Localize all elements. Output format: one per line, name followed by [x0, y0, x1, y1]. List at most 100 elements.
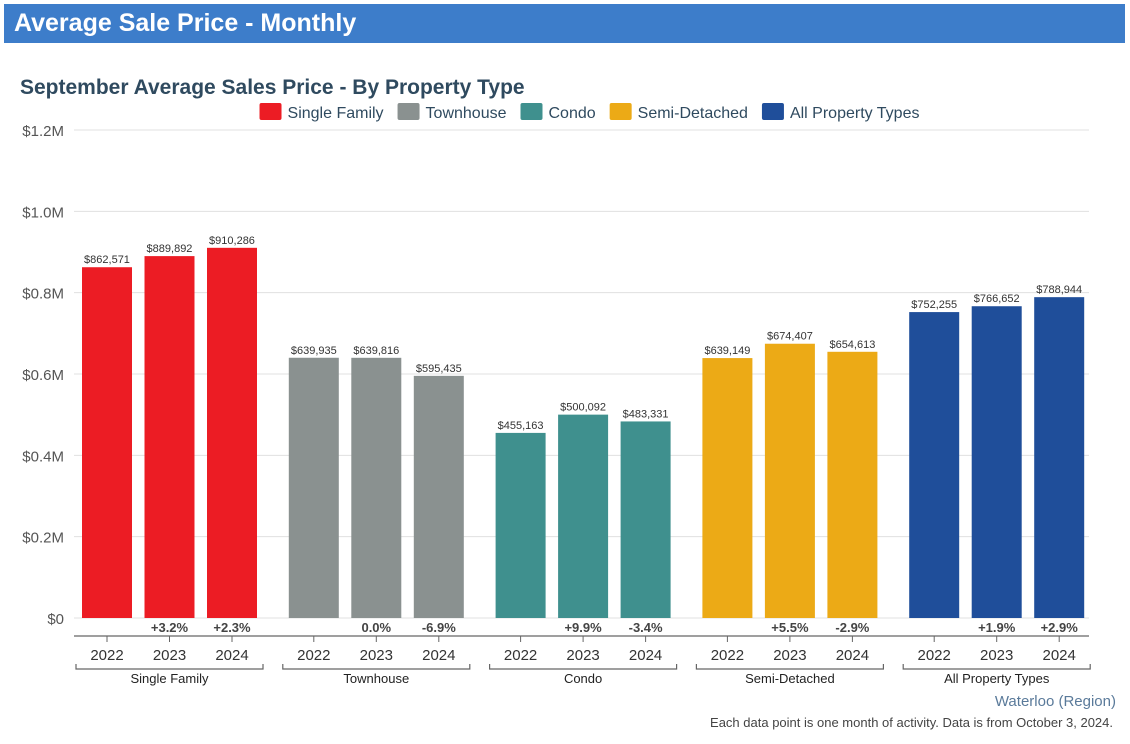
y-axis-ticks: $0 $0.2M $0.4M $0.6M $0.8M $1.0M $1.2M	[22, 123, 64, 628]
legend-item-all-property-types[interactable]: All Property Types	[761, 103, 920, 122]
footnote: Each data point is one month of activity…	[710, 715, 1113, 730]
group-label-semi-detached: Semi-Detached	[745, 671, 835, 686]
bar-condo-2022	[495, 432, 546, 618]
group-bracket	[489, 664, 678, 670]
change-label: -3.4%	[629, 620, 663, 635]
y-tick-label: $0	[47, 611, 64, 628]
legend-item-semi-detached[interactable]: Semi-Detached	[609, 103, 748, 122]
x-axis: 2022 2023 2024 Single Family 2022 2023 2024 Tow…	[74, 635, 1091, 686]
bar-townhouse-2024	[413, 375, 464, 618]
bar-single-family-2024	[207, 247, 257, 619]
change-label: 0.0%	[361, 620, 391, 635]
x-year-label: 2023	[980, 647, 1013, 664]
change-label: +5.5%	[771, 620, 809, 635]
bar-value-label: $752,255	[911, 299, 957, 311]
bar-townhouse-2023	[351, 357, 402, 618]
change-label: -6.9%	[422, 620, 456, 635]
y-tick-label: $1.2M	[22, 123, 64, 140]
bar-semi-detached-2023	[764, 343, 815, 618]
bar-value-label: $455,163	[498, 420, 544, 432]
group-label-all-property-types: All Property Types	[944, 671, 1050, 686]
x-year-label: 2022	[918, 647, 951, 664]
x-year-label: 2024	[215, 647, 248, 664]
group-bracket	[695, 664, 884, 670]
bar-single-family-2023	[144, 256, 195, 618]
y-tick-label: $0.8M	[22, 286, 64, 303]
bar-value-label: $639,149	[704, 345, 750, 357]
y-tick-label: $1.0M	[22, 204, 64, 221]
x-year-label: 2023	[566, 647, 599, 664]
bar-value-label: $862,571	[84, 254, 130, 266]
change-label: +3.2%	[151, 620, 189, 635]
bar-all-property-types-2022	[909, 312, 960, 618]
legend-swatch	[520, 103, 543, 120]
group-label-condo: Condo	[564, 671, 602, 686]
y-tick-label: $0.4M	[22, 448, 64, 465]
y-tick-label: $0.2M	[22, 530, 64, 547]
region-label: Waterloo (Region)	[995, 693, 1116, 710]
header-bar: Average Sale Price - Monthly	[4, 4, 1125, 43]
legend-label: Single Family	[288, 105, 384, 122]
legend-item-condo[interactable]: Condo	[520, 103, 596, 122]
group-bracket	[902, 664, 1091, 670]
legend-label: Semi-Detached	[638, 105, 748, 122]
bar-value-label: $766,652	[974, 293, 1020, 305]
page-title: Average Sale Price - Monthly	[14, 9, 357, 37]
group-bracket	[75, 664, 264, 670]
bar-all-property-types-2024	[1034, 297, 1085, 618]
x-year-label: 2022	[297, 647, 330, 664]
chart-legend: Single Family Townhouse Condo Semi-Detached…	[259, 103, 920, 122]
group-label-townhouse: Townhouse	[343, 671, 409, 686]
group-label-single-family: Single Family	[130, 671, 209, 686]
bar-value-label: $910,286	[209, 235, 255, 247]
legend-swatch	[761, 103, 784, 120]
x-year-label: 2024	[1043, 647, 1076, 664]
change-label: +2.3%	[213, 620, 251, 635]
bar-all-property-types-2023	[971, 306, 1022, 618]
bar-value-label: $639,816	[353, 345, 399, 357]
bar-value-label: $674,407	[767, 331, 813, 343]
x-year-label: 2022	[504, 647, 537, 664]
change-label: +9.9%	[564, 620, 602, 635]
bar-value-label: $500,092	[560, 402, 606, 414]
bar-group-all-property-types: $752,255 $766,652 +1.9% $788,944 +2.9%	[909, 284, 1085, 635]
bar-townhouse-2022	[288, 357, 339, 618]
bar-groups: $862,571 $889,892 +3.2% $910,286 +2.3% $639,9…	[82, 235, 1085, 635]
bar-value-label: $595,435	[416, 363, 462, 375]
bar-group-single-family: $862,571 $889,892 +3.2% $910,286 +2.3%	[82, 235, 257, 635]
bar-semi-detached-2022	[702, 358, 753, 618]
legend-label: Townhouse	[426, 105, 507, 122]
bar-value-label: $889,892	[147, 243, 193, 255]
bar-semi-detached-2024	[827, 351, 878, 618]
x-year-label: 2023	[153, 647, 186, 664]
x-year-label: 2024	[629, 647, 662, 664]
legend-label: All Property Types	[790, 105, 920, 122]
legend-swatch	[609, 103, 632, 120]
group-bracket	[282, 664, 471, 670]
x-year-label: 2024	[836, 647, 869, 664]
x-year-label: 2023	[773, 647, 806, 664]
legend-item-single-family[interactable]: Single Family	[259, 103, 384, 122]
bar-group-semi-detached: $639,149 $674,407 +5.5% $654,613 -2.9%	[702, 331, 878, 635]
legend-swatch	[397, 103, 420, 120]
chart-title: September Average Sales Price - By Prope…	[20, 76, 525, 99]
x-year-label: 2022	[90, 647, 123, 664]
bar-value-label: $788,944	[1036, 284, 1082, 296]
legend-item-townhouse[interactable]: Townhouse	[397, 103, 507, 122]
y-tick-label: $0.6M	[22, 367, 64, 384]
bar-value-label: $483,331	[623, 408, 669, 420]
bar-value-label: $654,613	[829, 339, 875, 351]
x-year-label: 2024	[422, 647, 455, 664]
x-year-label: 2023	[360, 647, 393, 664]
change-label: +2.9%	[1041, 620, 1079, 635]
bar-condo-2024	[620, 421, 671, 618]
bar-single-family-2022	[82, 267, 132, 618]
change-label: +1.9%	[978, 620, 1016, 635]
bar-group-condo: $455,163 $500,092 +9.9% $483,331 -3.4%	[495, 402, 671, 635]
legend-swatch	[259, 103, 282, 120]
change-label: -2.9%	[835, 620, 869, 635]
bar-group-townhouse: $639,935 $639,816 0.0% $595,435 -6.9%	[288, 345, 464, 635]
bar-condo-2023	[558, 414, 609, 618]
x-year-label: 2022	[711, 647, 744, 664]
